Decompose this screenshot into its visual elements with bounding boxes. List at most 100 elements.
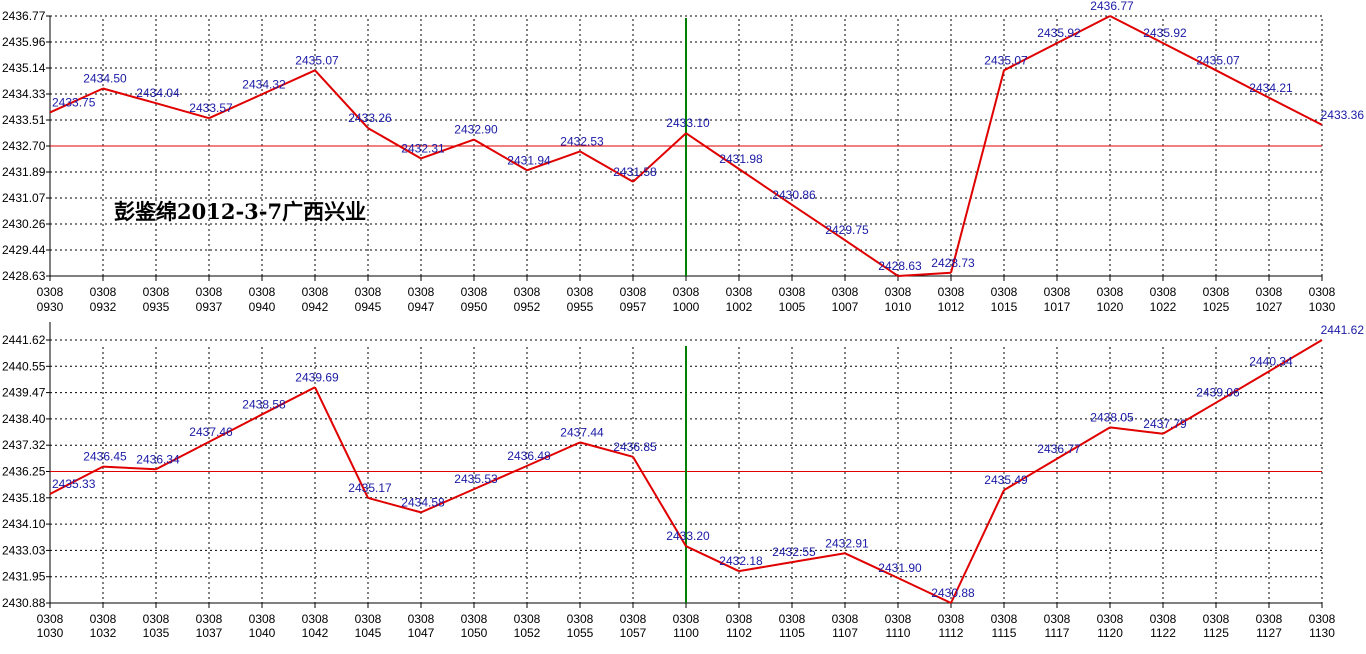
x-tick-label-time: 1025 <box>1203 300 1230 314</box>
data-label: 2428.63 <box>878 259 922 273</box>
series-segment <box>420 488 475 514</box>
data-label: 2432.18 <box>719 554 763 568</box>
series-segment <box>1268 96 1323 126</box>
data-label: 2429.75 <box>825 223 869 237</box>
x-tick-label-date: 0308 <box>567 612 594 626</box>
x-tick-label-date: 0308 <box>1256 285 1283 299</box>
data-label: 2437.44 <box>560 425 604 439</box>
x-tick-label-date: 0308 <box>461 612 488 626</box>
series-segment <box>49 87 104 114</box>
x-tick-label-time: 1057 <box>620 626 647 640</box>
x-tick-label-time: 1055 <box>567 626 594 640</box>
y-tick-label: 2430.88 <box>2 596 46 610</box>
x-tick-label-time: 1045 <box>355 626 382 640</box>
series-segment <box>632 456 687 547</box>
x-tick-label-date: 0308 <box>408 612 435 626</box>
x-tick-label-date: 0308 <box>779 612 806 626</box>
series-segment <box>632 132 687 183</box>
x-tick-label-time: 1027 <box>1256 300 1283 314</box>
data-label: 2435.17 <box>348 481 392 495</box>
series-segment <box>261 386 316 416</box>
x-tick-label-time: 1002 <box>726 300 753 314</box>
x-tick-label-date: 0308 <box>249 612 276 626</box>
x-tick-label-date: 0308 <box>1097 285 1124 299</box>
x-tick-label-time: 0957 <box>620 300 647 314</box>
data-label: 2432.91 <box>825 536 869 550</box>
x-tick-label-time: 1032 <box>90 626 117 640</box>
x-tick-label-date: 0308 <box>514 612 541 626</box>
y-tick-label: 2434.10 <box>2 517 46 531</box>
series-segment <box>367 496 422 514</box>
y-tick-label: 2435.18 <box>2 491 46 505</box>
x-tick-label-time: 1127 <box>1256 626 1282 640</box>
x-tick-label-date: 0308 <box>567 285 594 299</box>
y-tick-label: 2432.70 <box>2 139 46 153</box>
x-tick-label-time: 1035 <box>143 626 170 640</box>
x-tick-label-time: 1125 <box>1203 626 1229 640</box>
x-tick-label-time: 1015 <box>991 300 1018 314</box>
series-segment <box>155 102 210 120</box>
x-tick-label-time: 1112 <box>939 626 964 640</box>
x-tick-label-time: 0955 <box>567 300 594 314</box>
x-tick-label-time: 1122 <box>1150 626 1176 640</box>
x-tick-label-date: 0308 <box>37 285 64 299</box>
data-label: 2433.57 <box>189 101 233 115</box>
x-tick-label-time: 1030 <box>1309 300 1336 314</box>
series-segment <box>791 203 846 242</box>
series-segment <box>738 168 793 206</box>
series-segment <box>367 127 422 160</box>
x-tick-label-date: 0308 <box>673 612 700 626</box>
y-tick-label: 2436.77 <box>2 9 46 23</box>
y-tick-label: 2434.33 <box>2 87 46 101</box>
x-tick-label-date: 0308 <box>938 612 965 626</box>
y-tick-label: 2433.03 <box>2 543 46 557</box>
series-segment <box>314 386 369 499</box>
data-label: 2431.94 <box>507 153 551 167</box>
series-segment <box>208 413 263 443</box>
x-tick-label-date: 0308 <box>143 612 170 626</box>
data-label: 2433.20 <box>666 529 710 543</box>
x-tick-label-date: 0308 <box>726 612 753 626</box>
x-tick-label-time: 0945 <box>355 300 382 314</box>
series-segment <box>791 552 846 564</box>
x-tick-label-time: 1037 <box>196 626 223 640</box>
x-tick-label-time: 1000 <box>673 300 700 314</box>
x-tick-label-time: 0947 <box>408 300 435 314</box>
data-label: 2435.92 <box>1037 26 1081 40</box>
lower-chart-panel: 2441.62 2440.55 2439.47 2438.40 2437.32 2436.… <box>2 322 1364 640</box>
x-tick-label-time: 0950 <box>461 300 488 314</box>
x-tick-label-date: 0308 <box>1309 612 1336 626</box>
y-tick-label: 2431.07 <box>2 191 46 205</box>
data-label: 2440.34 <box>1249 354 1293 368</box>
y-tick-label: 2433.51 <box>2 113 46 127</box>
data-label: 2432.53 <box>560 134 604 148</box>
y-tick-label: 2439.47 <box>2 386 46 400</box>
data-label: 2431.90 <box>878 561 922 575</box>
data-label: 2436.85 <box>613 440 657 454</box>
data-label: 2433.75 <box>52 95 96 109</box>
y-tick-label: 2438.40 <box>2 412 46 426</box>
x-tick-label-time: 1105 <box>779 626 805 640</box>
series-segment <box>49 465 104 495</box>
x-tick-label-date: 0308 <box>1256 612 1283 626</box>
data-label: 2436.45 <box>83 450 127 464</box>
series-segment <box>473 138 528 172</box>
y-tick-label: 2431.95 <box>2 570 46 584</box>
x-tick-label-date: 0308 <box>143 285 170 299</box>
data-label: 2433.26 <box>348 111 392 125</box>
series-segment <box>1162 401 1217 435</box>
y-tick-label: 2440.55 <box>2 359 46 373</box>
data-label: 2434.21 <box>1249 81 1293 95</box>
data-label: 2434.04 <box>136 86 180 100</box>
x-tick-label-time: 1050 <box>461 626 488 640</box>
x-tick-label-time: 1005 <box>779 300 806 314</box>
data-label: 2435.07 <box>295 53 339 67</box>
x-tick-label-date: 0308 <box>1097 612 1124 626</box>
x-tick-label-date: 0308 <box>249 285 276 299</box>
series-segment <box>102 465 157 471</box>
series-segment <box>844 552 899 579</box>
upper-chart-panel: 2436.77 2435.96 2435.14 2434.33 2433.51 2432.… <box>2 0 1364 314</box>
x-tick-label-time: 1030 <box>37 626 64 640</box>
x-tick-label-date: 0308 <box>302 285 329 299</box>
